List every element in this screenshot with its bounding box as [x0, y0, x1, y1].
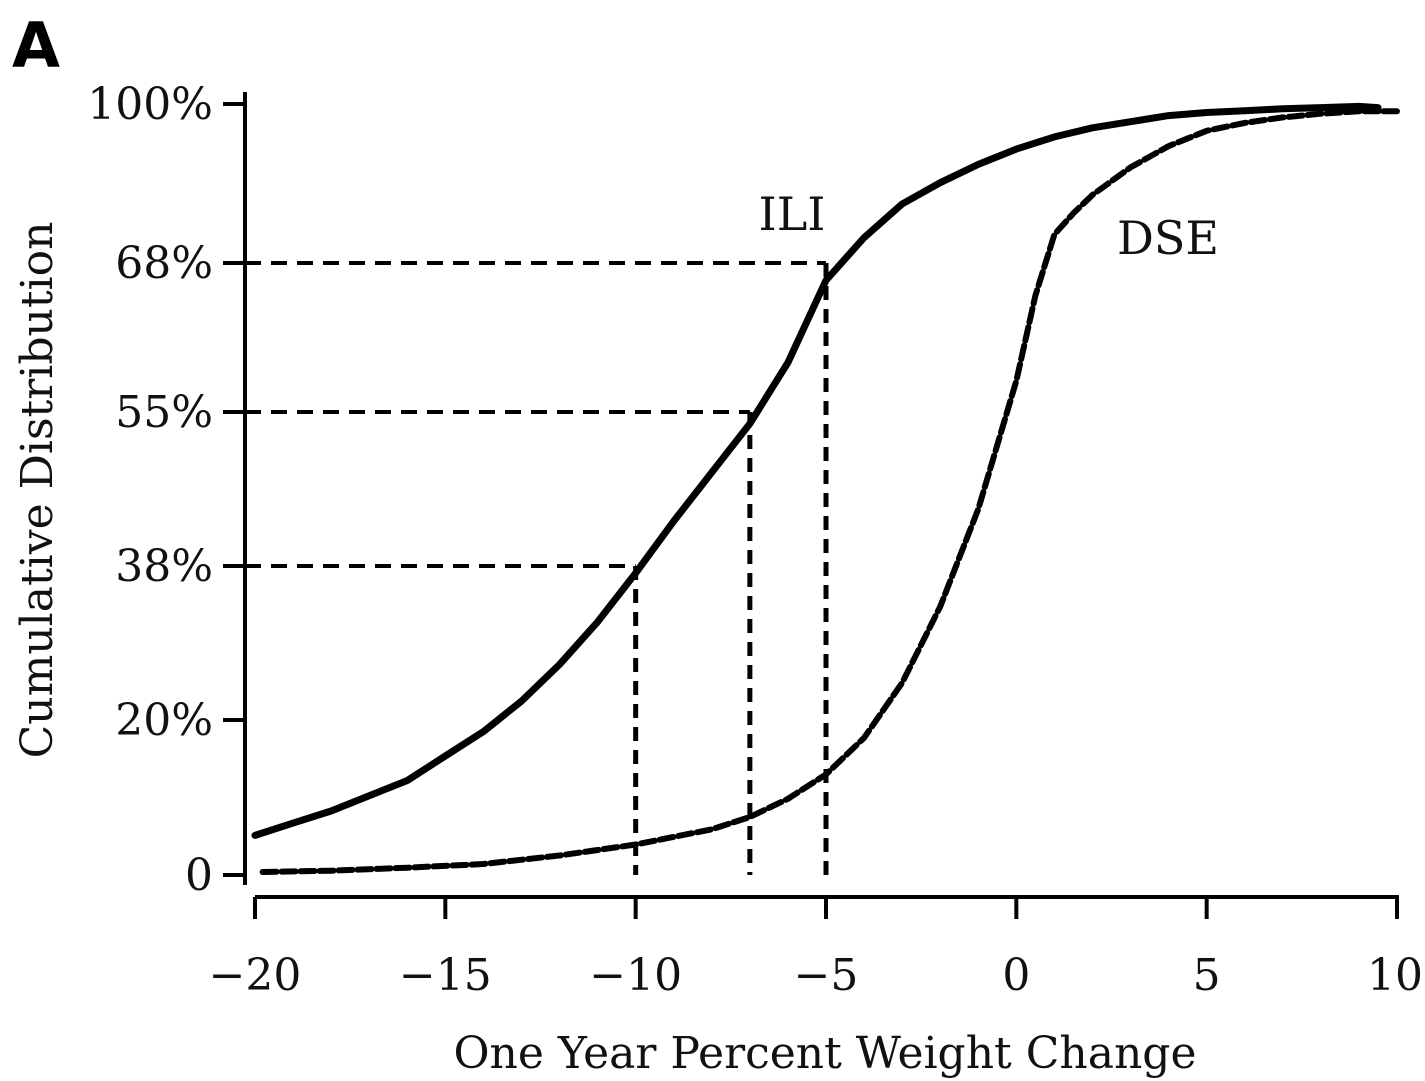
x-tick-label: 10 — [1367, 950, 1423, 1001]
chart-labels: ILI DSE — [759, 187, 1219, 265]
reference-lines — [245, 261, 829, 875]
series-line-dse — [259, 108, 1400, 875]
panel-label: A — [12, 9, 60, 82]
x-tick-label: −10 — [589, 950, 682, 1001]
series-line-ili — [251, 102, 1382, 839]
y-tick-label: 20% — [115, 695, 213, 746]
y-tick-label: 0 — [185, 850, 213, 901]
series-label-dse: DSE — [1117, 211, 1219, 265]
y-tick-label: 68% — [115, 238, 213, 289]
y-tick-label: 55% — [115, 387, 213, 438]
x-tick-label: −5 — [794, 950, 859, 1001]
axes: 0 20% 38% 55% 68% 100% −20 −15 −10 −5 0 5 10 — [87, 79, 1423, 1001]
y-tick-label: 38% — [115, 541, 213, 592]
x-tick-label: 0 — [1002, 950, 1030, 1001]
x-tick-label: −15 — [399, 950, 492, 1001]
x-tick-label: 5 — [1193, 950, 1221, 1001]
series-label-ili: ILI — [759, 187, 826, 241]
series-lines — [251, 102, 1400, 875]
x-tick-label: −20 — [209, 950, 302, 1001]
x-axis-title: One Year Percent Weight Change — [453, 1028, 1196, 1079]
y-axis-title: Cumulative Distribution — [12, 222, 63, 759]
y-tick-label: 100% — [87, 79, 213, 130]
